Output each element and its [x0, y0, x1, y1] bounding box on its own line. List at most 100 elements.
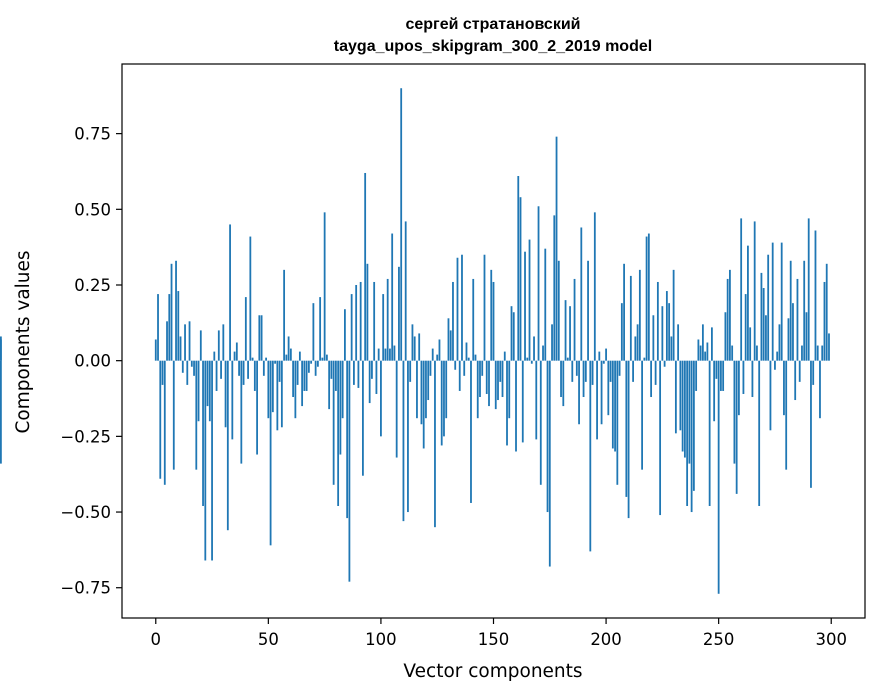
bar [197, 360, 200, 422]
bar [328, 360, 331, 410]
bar [652, 315, 655, 361]
bar [674, 360, 677, 434]
bar [332, 360, 335, 485]
bar [298, 351, 301, 361]
bar [447, 318, 450, 361]
bar [449, 330, 452, 361]
bar [235, 342, 238, 361]
bar [319, 297, 322, 361]
bar [744, 294, 747, 361]
bar [490, 269, 493, 361]
bar [695, 360, 698, 391]
bar [767, 254, 770, 361]
bar [398, 266, 400, 361]
bar [740, 218, 743, 361]
bar [812, 360, 815, 385]
bar [445, 360, 448, 419]
bar [708, 360, 711, 506]
bar [157, 294, 159, 361]
bar [713, 360, 716, 422]
bar [314, 360, 317, 376]
bar [249, 236, 252, 361]
bar [731, 345, 734, 361]
bars-group [0, 88, 830, 594]
bar [163, 360, 166, 485]
bar [697, 339, 700, 361]
bar [607, 360, 610, 416]
bar [533, 336, 535, 361]
bar [580, 227, 583, 361]
bar [292, 360, 295, 398]
bar [384, 348, 387, 361]
bar [641, 360, 643, 470]
bar [582, 360, 585, 398]
bar [344, 309, 346, 361]
chart-title: сергей стратановский [405, 16, 580, 33]
bar [546, 360, 549, 513]
bar [476, 360, 479, 419]
bar [611, 360, 614, 449]
bar [801, 345, 803, 361]
bar [623, 263, 625, 361]
bar [287, 336, 290, 361]
bar [785, 360, 788, 470]
bar [355, 284, 358, 361]
bar [589, 360, 592, 552]
bar [251, 357, 254, 361]
bar [735, 360, 738, 494]
bar [240, 360, 243, 464]
bar [575, 360, 578, 376]
bar [672, 269, 675, 361]
bar [357, 360, 360, 388]
y-tick-label: 0.25 [74, 276, 111, 295]
bar [663, 360, 666, 367]
bar [821, 345, 824, 361]
bar [217, 330, 220, 361]
bar [726, 278, 729, 361]
bar [483, 254, 486, 361]
bar [634, 336, 637, 361]
bar [364, 172, 367, 361]
bar [393, 345, 396, 361]
bar [330, 360, 333, 379]
bar [179, 336, 182, 361]
bar [681, 360, 684, 452]
bar [587, 260, 589, 361]
bar [294, 360, 297, 419]
bar [717, 360, 720, 594]
bar [154, 339, 157, 361]
bar [706, 342, 709, 361]
bar [699, 345, 702, 361]
bar [195, 360, 198, 470]
bar [544, 248, 547, 361]
bar [632, 360, 634, 382]
bar [780, 242, 783, 361]
bar [819, 360, 821, 419]
bar [368, 360, 371, 404]
bar [593, 212, 596, 361]
bar [436, 354, 439, 361]
bar [596, 360, 598, 440]
bar [569, 306, 571, 361]
bar [323, 212, 326, 361]
bar [783, 360, 785, 416]
bar [278, 360, 281, 382]
y-axis-label: Components values [13, 250, 34, 433]
bar [274, 360, 276, 364]
bar [199, 330, 202, 361]
y-tick-label: −0.50 [60, 503, 111, 522]
bar [692, 360, 695, 491]
bar [665, 291, 668, 361]
bar [260, 315, 263, 361]
bar [280, 360, 283, 428]
bar [409, 360, 412, 382]
bar [438, 339, 441, 361]
bar [391, 233, 394, 361]
bar [521, 360, 524, 443]
x-tick-label: 0 [151, 630, 162, 649]
bar [208, 360, 211, 422]
bar [627, 360, 630, 519]
bar [238, 360, 240, 376]
x-tick-label: 50 [258, 630, 279, 649]
